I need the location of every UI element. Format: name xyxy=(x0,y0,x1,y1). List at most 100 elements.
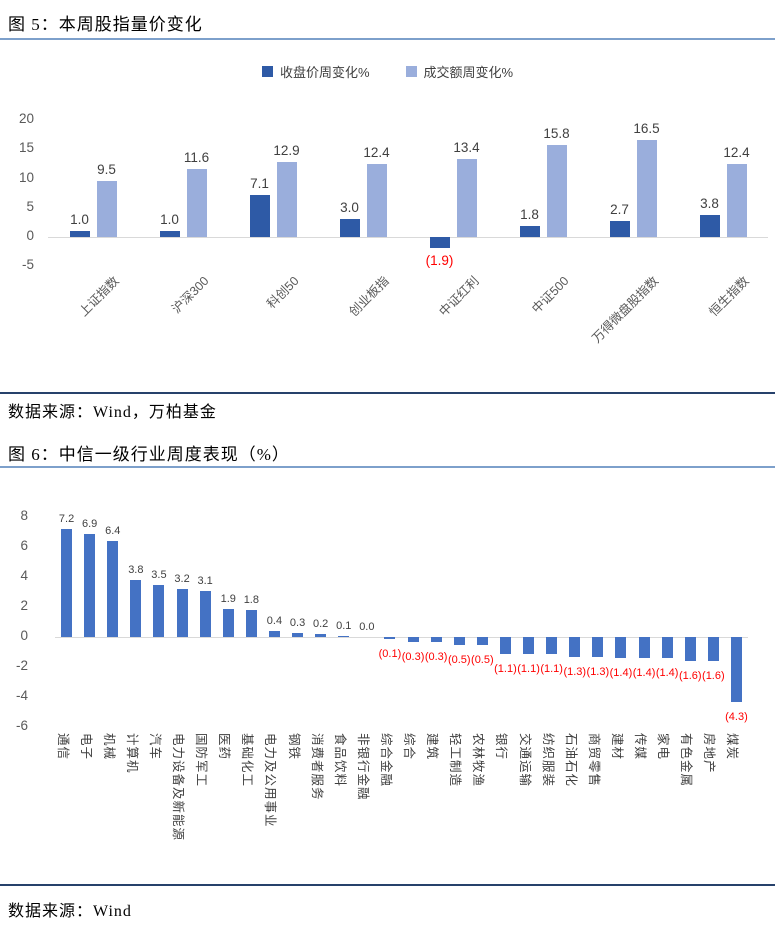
bar-turnover-week-change xyxy=(276,161,297,237)
industry-bar xyxy=(268,631,280,637)
data-label: (1.3) xyxy=(586,665,610,678)
x-axis-category-label: 通信 xyxy=(55,733,70,761)
figure5-title-rule xyxy=(0,38,775,40)
x-axis-category-label: 消费者服务 xyxy=(309,733,324,801)
data-label: (1.4) xyxy=(632,667,656,679)
data-label: 2.7 xyxy=(610,202,629,218)
y-axis-tick-label: 20 xyxy=(18,111,34,126)
x-axis-category-label: 建材 xyxy=(609,733,624,761)
data-label: 9.5 xyxy=(97,162,116,178)
industry-bar xyxy=(569,637,581,657)
y-axis-tick-label: 8 xyxy=(20,508,28,523)
industry-bar xyxy=(638,637,650,658)
x-axis-category-label: 国防军工 xyxy=(194,733,209,788)
data-label: 15.8 xyxy=(543,125,570,141)
figure6-chart: 8 6 4 2 0 -2 -4 -6 7.2 通信 6.9 电子 6.4 机械 3.8 计算机 3.5 汽车 3.2… xyxy=(0,480,775,880)
x-axis-category-label: 科创50 xyxy=(264,273,302,312)
industry-bar xyxy=(315,634,327,637)
bar-close-week-change xyxy=(519,226,540,237)
x-axis-category-label: 钢铁 xyxy=(286,733,301,761)
data-label: (0.3) xyxy=(401,650,425,663)
figure5-title: 图 5：本周股指量价变化 xyxy=(8,15,203,34)
x-axis-category-label: 恒生指数 xyxy=(706,273,752,320)
y-axis-tick-label: 6 xyxy=(20,538,28,553)
x-axis-category-label: 万得微盘股指数 xyxy=(589,273,662,346)
x-axis-category-label: 建筑 xyxy=(425,733,440,761)
x-axis-category-label: 沪深300 xyxy=(169,273,212,317)
x-axis-category-label: 上证指数 xyxy=(76,273,122,320)
industry-bar xyxy=(684,637,696,661)
data-label: 1.0 xyxy=(160,212,179,228)
legend-item-close-price: 收盘价周变化% xyxy=(261,62,370,81)
y-axis-tick-label: 0 xyxy=(20,628,28,643)
bar-close-week-change xyxy=(699,214,720,237)
data-label: (0.1) xyxy=(378,647,402,660)
x-axis-category-label: 计算机 xyxy=(124,733,139,774)
industry-bar xyxy=(176,589,188,637)
industry-bar xyxy=(61,529,73,637)
x-axis-category-label: 轻工制造 xyxy=(448,733,463,788)
data-label: 6.4 xyxy=(105,525,121,537)
data-label: (1.4) xyxy=(655,667,679,679)
industry-bar xyxy=(384,637,396,639)
bar-close-week-change xyxy=(69,231,90,237)
y-axis-tick-label: 0 xyxy=(26,228,34,243)
industry-bar xyxy=(592,637,604,657)
data-label: 12.4 xyxy=(363,145,390,161)
x-axis-category-label: 机械 xyxy=(101,733,116,761)
data-label: 1.9 xyxy=(220,592,236,605)
data-label: (1.1) xyxy=(517,662,540,675)
industry-bar xyxy=(476,637,488,645)
industry-bar xyxy=(453,637,465,645)
legend-label-turnover: 成交额周变化% xyxy=(423,65,514,80)
industry-bar xyxy=(407,637,419,642)
x-axis-category-label: 农林牧渔 xyxy=(471,733,486,788)
y-axis-tick-label: 2 xyxy=(20,598,28,613)
x-axis-category-label: 房地产 xyxy=(702,733,717,774)
data-label: 3.0 xyxy=(340,200,359,216)
data-label: (1.6) xyxy=(678,670,702,682)
y-axis-tick-label: -6 xyxy=(15,718,28,733)
legend-label-close-price: 收盘价周变化% xyxy=(279,65,370,80)
figure6-source-rule xyxy=(0,884,775,886)
figure5-legend: 收盘价周变化% 成交额周变化% xyxy=(0,62,775,81)
data-label: 12.9 xyxy=(273,142,300,158)
bar-turnover-week-change xyxy=(726,164,747,237)
x-axis-category-label: 纺织服装 xyxy=(540,733,555,788)
data-label: 13.4 xyxy=(453,139,480,155)
data-label: (4.3) xyxy=(725,710,748,723)
data-label: (0.3) xyxy=(424,650,448,663)
industry-bar xyxy=(661,637,673,658)
x-axis-category-label: 创业板指 xyxy=(346,273,392,320)
bar-close-week-change xyxy=(249,195,270,237)
data-label: (0.5) xyxy=(447,653,471,666)
bar-close-week-change xyxy=(159,231,180,237)
x-axis-category-label: 煤炭 xyxy=(725,733,740,761)
y-axis-tick-label: -4 xyxy=(15,688,28,703)
figure6-source: 数据来源：Wind xyxy=(8,903,132,920)
y-axis-tick-label: -2 xyxy=(15,658,28,673)
bar-close-week-change xyxy=(339,219,360,237)
figure5-source: 数据来源：Wind，万柏基金 xyxy=(8,404,217,421)
x-axis-category-label: 有色金属 xyxy=(679,733,694,788)
x-axis-category-label: 综合金融 xyxy=(378,733,393,788)
bar-turnover-week-change xyxy=(456,158,477,237)
figure5-source-rule xyxy=(0,392,775,394)
data-label: 6.9 xyxy=(81,517,98,530)
industry-bar xyxy=(107,541,119,637)
data-label: (1.1) xyxy=(494,662,517,675)
data-label: 7.2 xyxy=(58,513,75,525)
x-axis-category-label: 中证500 xyxy=(529,273,572,317)
data-label: 0.0 xyxy=(359,621,375,633)
bar-turnover-week-change xyxy=(546,144,567,237)
data-label: 0.2 xyxy=(312,618,329,630)
industry-bar xyxy=(84,533,96,637)
data-label: 3.1 xyxy=(197,574,213,587)
industry-bar xyxy=(707,637,719,661)
industry-bar xyxy=(199,590,211,637)
data-label: 3.5 xyxy=(151,568,167,581)
data-label: 0.4 xyxy=(266,615,283,627)
figure6-title: 图 6：中信一级行业周度表现（%） xyxy=(8,445,290,464)
data-label: 7.1 xyxy=(250,176,269,192)
